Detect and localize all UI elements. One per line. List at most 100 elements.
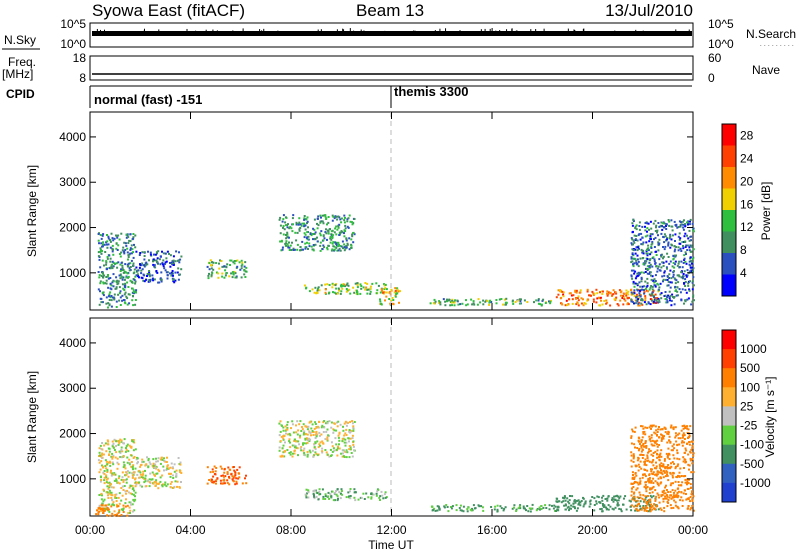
- echo-cell: [293, 248, 296, 251]
- echo-cell: [312, 227, 315, 230]
- echo-cell: [518, 298, 521, 301]
- echo-cell: [369, 287, 372, 290]
- echo-cell: [682, 434, 685, 437]
- echo-cell: [438, 508, 441, 511]
- echo-cell: [591, 496, 594, 498]
- echo-cell: [119, 270, 122, 272]
- echo-cell: [146, 456, 148, 459]
- echo-cell: [438, 301, 440, 304]
- echo-cell: [293, 450, 296, 452]
- echo-cell: [691, 262, 693, 265]
- echo-cell: [127, 275, 130, 278]
- echo-cell: [107, 503, 110, 506]
- echo-cell: [356, 291, 359, 294]
- echo-cell: [298, 221, 301, 224]
- echo-cell: [655, 226, 657, 229]
- echo-cell: [653, 246, 656, 248]
- echo-cell: [137, 275, 140, 278]
- echo-cell: [316, 222, 318, 225]
- echo-cell: [111, 281, 114, 284]
- echo-cell: [279, 440, 282, 443]
- echo-cell: [349, 488, 352, 490]
- echo-cell: [291, 217, 294, 220]
- echo-cell: [370, 497, 373, 500]
- echo-cell: [560, 501, 563, 504]
- echo-cell: [667, 244, 670, 247]
- echo-cell: [289, 434, 292, 437]
- echo-cell: [156, 460, 159, 463]
- echo-cell: [151, 274, 154, 277]
- echo-cell: [577, 499, 580, 502]
- echo-cell: [111, 244, 114, 247]
- echo-cell: [291, 452, 294, 455]
- echo-cell: [596, 292, 599, 295]
- echo-cell: [125, 448, 128, 451]
- echo-cell: [636, 274, 639, 277]
- echo-cell: [684, 478, 687, 481]
- echo-cell: [111, 237, 114, 240]
- echo-cell: [147, 457, 150, 460]
- x-tick-label: 20:00: [577, 523, 607, 537]
- echo-cell: [134, 275, 137, 278]
- echo-cell: [679, 467, 682, 470]
- echo-cell: [663, 510, 666, 513]
- echo-cell: [517, 299, 519, 302]
- echo-cell: [313, 228, 316, 231]
- echo-cell: [124, 249, 127, 251]
- echo-cell: [690, 448, 693, 451]
- echo-cell: [535, 509, 538, 512]
- echo-cell: [593, 292, 596, 295]
- echo-cell: [132, 457, 135, 459]
- echo-cell: [102, 510, 105, 512]
- echo-cell: [98, 242, 100, 245]
- echo-cell: [681, 241, 684, 243]
- echo-cell: [97, 239, 100, 242]
- echo-cell: [214, 473, 217, 476]
- echo-cell: [682, 228, 685, 231]
- echo-cell: [339, 249, 342, 252]
- echo-cell: [234, 276, 237, 279]
- echo-cell: [683, 467, 685, 469]
- echo-cell: [652, 300, 655, 303]
- echo-cell: [641, 506, 644, 509]
- echo-cell: [311, 288, 314, 291]
- echo-cell: [98, 461, 101, 464]
- echo-cell: [674, 263, 677, 266]
- echo-cell: [672, 496, 675, 499]
- echo-cell: [634, 481, 637, 484]
- echo-cell: [503, 507, 506, 510]
- echo-cell: [646, 254, 649, 257]
- echo-cell: [649, 220, 652, 223]
- echo-cell: [228, 477, 231, 480]
- echo-cell: [134, 234, 137, 237]
- echo-cell: [141, 262, 144, 265]
- echo-cell: [668, 220, 671, 223]
- echo-cell: [346, 243, 349, 246]
- echo-cell: [286, 226, 289, 229]
- echo-cell: [106, 246, 109, 249]
- echo-cell: [348, 448, 351, 451]
- echo-cell: [288, 236, 290, 239]
- echo-cell: [658, 454, 661, 457]
- echo-cell: [379, 499, 381, 501]
- echo-cell: [109, 471, 112, 474]
- y-tick-label: 3000: [59, 175, 86, 189]
- echo-cell: [606, 294, 609, 297]
- echo-cell: [305, 287, 307, 290]
- echo-cell: [631, 471, 634, 474]
- freq-label: Freq.: [8, 55, 36, 69]
- echo-cell: [112, 261, 115, 264]
- echo-cell: [674, 465, 677, 468]
- echo-cell: [120, 499, 123, 502]
- echo-cell: [649, 235, 652, 238]
- echo-cell: [217, 272, 220, 275]
- echo-cell: [382, 291, 385, 294]
- echo-cell: [676, 465, 679, 467]
- echo-cell: [670, 462, 672, 465]
- echo-cell: [685, 493, 687, 495]
- echo-cell: [646, 272, 649, 275]
- echo-cell: [120, 487, 123, 489]
- echo-cell: [667, 284, 670, 287]
- echo-cell: [105, 505, 108, 508]
- echo-cell: [232, 273, 235, 276]
